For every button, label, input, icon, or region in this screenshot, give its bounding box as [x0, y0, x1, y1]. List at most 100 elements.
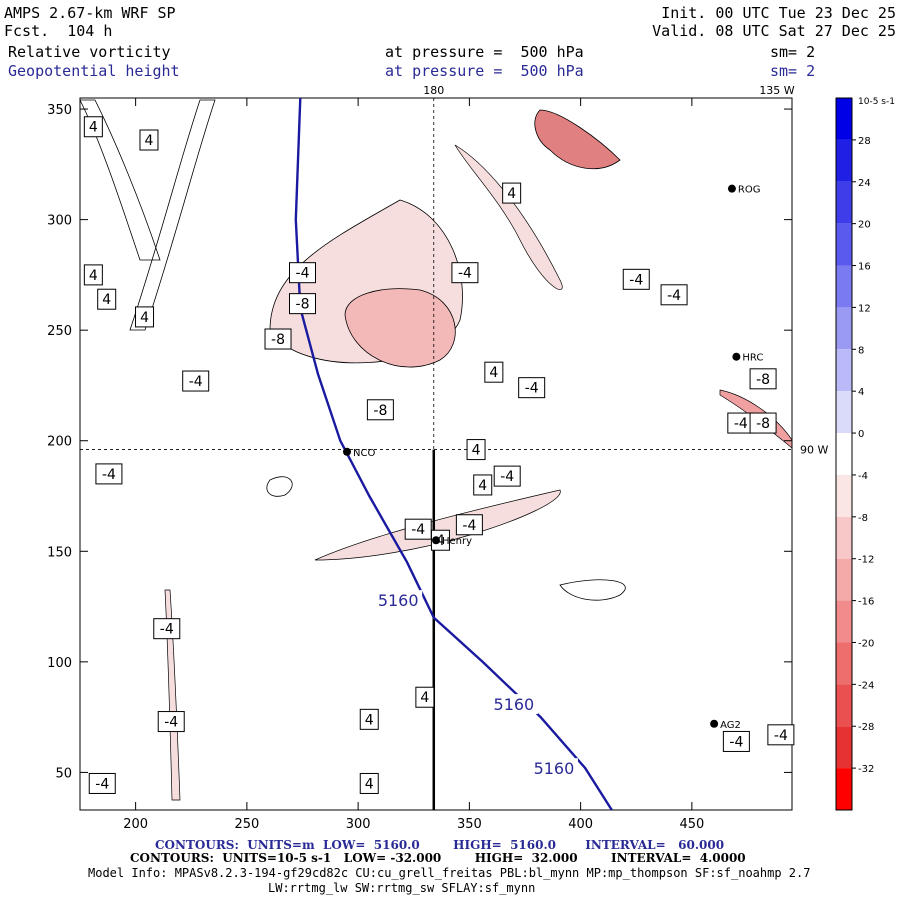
station-label: ROG: [738, 185, 761, 196]
vorticity-label-box: [622, 268, 650, 290]
height-label-bg: [489, 694, 538, 715]
vorticity-label-box: [366, 399, 394, 421]
colorbar-swatch: [836, 600, 852, 643]
station-marker: [432, 536, 440, 545]
vorticity-label: -8: [756, 416, 770, 432]
vorticity-core-region: [344, 288, 456, 368]
vorticity-label-box: [493, 465, 521, 487]
vorticity-label: 4: [102, 292, 111, 308]
vorticity-label-box: [415, 686, 435, 708]
valid-time: Valid. 08 UTC Sat 27 Dec 25: [652, 22, 896, 40]
vorticity-label: -8: [296, 297, 310, 313]
vorticity-label-box: [289, 293, 316, 315]
vorticity-label-box: [88, 772, 116, 794]
init-time: Init. 00 UTC Tue 23 Dec 25: [661, 4, 896, 22]
colorbar-label: -8: [858, 513, 868, 524]
vorticity-positive-contour-2: [129, 99, 216, 331]
vorticity-label: 4: [478, 478, 487, 494]
colorbar-swatch: [836, 474, 852, 517]
vorticity-label-box: [182, 370, 210, 392]
vorticity-label-box: [466, 439, 486, 461]
x-tick-label: 350: [457, 817, 482, 832]
vorticity-label: -4: [500, 469, 514, 485]
station-marker: [727, 184, 736, 193]
height-label-bg: [529, 758, 578, 779]
vorticity-label-box: [157, 711, 185, 733]
colorbar-label: 20: [858, 220, 871, 231]
field2-smoothing: sm= 2: [770, 62, 816, 80]
vorticity-small-contour: [266, 476, 293, 497]
vorticity-label: -4: [667, 288, 681, 304]
field1-level: at pressure = 500 hPa: [385, 43, 584, 61]
colorbar-frame: [835, 97, 853, 811]
vorticity-label-box: [502, 182, 522, 204]
x-tick-label: 300: [346, 817, 371, 832]
model-info: Model Info: MPASv8.2.3-194-gf29cd82c CU:…: [88, 866, 811, 880]
x-tick-label: 250: [234, 817, 259, 832]
vorticity-label: 4: [365, 712, 374, 728]
y-tick-label: 250: [47, 324, 72, 339]
colorbar-label: -20: [858, 638, 874, 649]
x-tick-label: 200: [123, 817, 148, 832]
vorticity-shading: [79, 99, 793, 801]
colorbar-label: 24: [858, 178, 871, 189]
forecast-hour: Fcst. 104 h: [4, 22, 113, 40]
colorbar-label: -16: [858, 597, 874, 608]
colorbar-units: 10-5 s-1: [858, 97, 895, 107]
vorticity-label-box: [83, 264, 103, 286]
vorticity-label-box: [473, 474, 493, 496]
colorbar-swatch: [836, 181, 852, 224]
vorticity-label-box: [749, 368, 777, 390]
vorticity-contour-info: CONTOURS: UNITS=10-5 s-1 LOW= -32.000 HI…: [130, 851, 746, 865]
colorbar-label: -4: [858, 471, 868, 482]
vorticity-label-box: [660, 284, 688, 306]
colorbar-swatch: [836, 391, 852, 434]
axes: 200 250 300 350 400 450 350 300 250 200 150 100 50: [47, 98, 792, 832]
model-title: AMPS 2.67-km WRF SP: [4, 4, 176, 22]
vorticity-label: -4: [774, 728, 788, 744]
height-label: 5160: [534, 759, 575, 778]
vorticity-label-box: [451, 262, 479, 284]
vorticity-label-box: [139, 129, 159, 151]
vorticity-label-box: [722, 730, 750, 752]
vorticity-label-box: [289, 262, 316, 284]
colorbar-label: 12: [858, 303, 871, 314]
colorbar-swatch: [836, 558, 852, 601]
colorbar-label: -32: [858, 764, 874, 775]
colorbar: 10-5 s-1 28 24 20 16 12 8 4 0 -4 -8 -12 -16 -20 -24 -28…: [835, 97, 895, 811]
vorticity-label-box: [135, 306, 155, 328]
plot-border: [79, 97, 793, 811]
colorbar-swatch: [836, 768, 852, 810]
y-tick-label: 150: [47, 545, 72, 560]
model-info-2: LW:rrtmg_lw SW:rrtmg_sw SFLAY:sf_mynn: [268, 881, 536, 895]
colorbar-label: -24: [858, 680, 874, 691]
height-contour: 5160 5160 5160: [294, 97, 613, 811]
vorticity-label: 4: [365, 776, 374, 792]
vorticity-label-box: [264, 328, 292, 350]
field1-name: Relative vorticity: [8, 43, 171, 61]
vorticity-label: 4: [507, 186, 516, 202]
colorbar-swatch: [836, 223, 852, 266]
colorbar-swatch: [836, 307, 852, 350]
station-label: HRC: [742, 353, 763, 364]
x-tick-label: 450: [679, 817, 704, 832]
height-label: 5160: [494, 695, 535, 714]
lat-90w-label: 90 W: [800, 444, 828, 457]
vorticity-label: 4: [89, 120, 98, 136]
vorticity-label: -4: [729, 734, 743, 750]
colorbar-swatch: [836, 642, 852, 685]
vorticity-label: -8: [756, 372, 770, 388]
colorbar-swatch: [836, 516, 852, 559]
height-label-bg: [374, 590, 423, 611]
vorticity-small-contour-2: [559, 579, 626, 601]
vorticity-label: -4: [189, 374, 203, 390]
colorbar-swatch: [836, 684, 852, 727]
meridian-180-label: 180: [423, 84, 444, 97]
station-marker: [732, 352, 741, 361]
field2-name: Geopotential height: [8, 62, 180, 80]
vorticity-label: 4: [489, 365, 498, 381]
vorticity-arc-region: [454, 144, 563, 290]
station-label: AG2: [720, 720, 741, 731]
vorticity-label: 4: [89, 268, 98, 284]
